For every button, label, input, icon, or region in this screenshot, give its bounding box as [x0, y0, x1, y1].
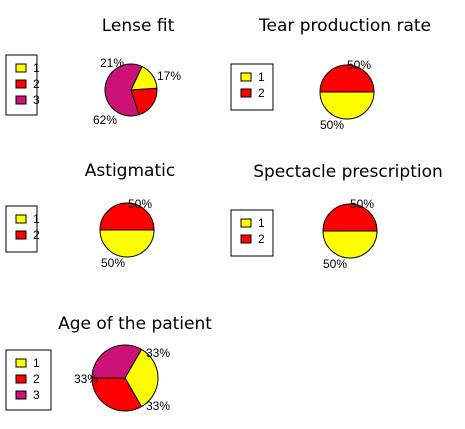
pie-slice-2 [91, 377, 143, 412]
legend-label: 1 [33, 212, 40, 226]
pie-slice-2 [99, 202, 155, 231]
pie-slice-1 [322, 230, 378, 259]
pie-slice-2 [322, 203, 378, 232]
legend-box [5, 349, 52, 411]
legend-label: 2 [258, 86, 265, 100]
legend: 12 [5, 205, 40, 253]
slice-label: 21% [100, 56, 124, 70]
pie [104, 63, 158, 117]
legend-label: 2 [258, 232, 265, 246]
pie-slice-2 [319, 64, 375, 93]
legend-label: 2 [33, 77, 40, 91]
legend-box [230, 209, 274, 257]
legend-label: 1 [258, 70, 265, 84]
legend-swatch [15, 63, 27, 73]
pie-slice-1 [319, 91, 375, 120]
legend-swatch [15, 390, 27, 400]
legend-swatch [15, 214, 27, 224]
legend: 1 2 3 [5, 349, 52, 411]
slice-label: 17% [157, 69, 181, 83]
legend-swatch [15, 79, 27, 89]
legend-label: 3 [33, 93, 40, 107]
slice-label: 50% [128, 197, 152, 211]
pie-slice-1 [99, 229, 155, 258]
pie-slice-3 [104, 63, 143, 117]
pie [99, 202, 155, 258]
legend-box [5, 205, 38, 253]
pie-slice-2 [130, 87, 158, 116]
legend: 12 [230, 209, 274, 257]
legend-label: 1 [33, 356, 40, 370]
pie [91, 344, 159, 412]
chart-title: Age of the patient [58, 314, 212, 334]
legend-swatch [15, 358, 27, 368]
chart-title: Lense fit [102, 16, 175, 36]
legend-swatch [240, 218, 252, 228]
slice-label: 50% [350, 197, 374, 211]
legend-label: 3 [33, 388, 40, 402]
pie-slice-3 [91, 344, 143, 379]
legend-swatch [240, 88, 252, 98]
slice-label: 50% [101, 256, 125, 270]
chart-panel-5: Age of the patient 1 2 3 33% 33% 33% [5, 314, 212, 413]
legend-swatch [15, 230, 27, 240]
pie [322, 203, 378, 259]
legend-swatch [15, 95, 27, 105]
legend-label: 1 [33, 61, 40, 75]
chart-title: Tear production rate [258, 16, 431, 36]
legend-box [230, 63, 274, 111]
legend: 1 2 3 [5, 54, 40, 116]
chart-panel-1: Lense fit 1 2 3 17% 21% 62% [5, 16, 181, 127]
slice-label: 62% [93, 113, 117, 127]
legend-swatch [240, 234, 252, 244]
slice-label: 33% [146, 399, 170, 413]
legend-label: 2 [33, 372, 40, 386]
pie-slice-1 [124, 348, 159, 408]
slice-label: 50% [320, 118, 344, 132]
chart-title: Spectacle prescription [253, 162, 443, 182]
slice-label: 50% [323, 257, 347, 271]
legend-swatch [240, 72, 252, 82]
legend: 12 [230, 63, 274, 111]
slice-label: 50% [347, 58, 371, 72]
pie [319, 64, 375, 120]
slice-label: 33% [146, 346, 170, 360]
chart-title: Astigmatic [85, 161, 175, 181]
legend-label: 2 [33, 228, 40, 242]
slice-label: 33% [74, 372, 98, 386]
legend-label: 1 [258, 216, 265, 230]
legend-swatch [15, 374, 27, 384]
